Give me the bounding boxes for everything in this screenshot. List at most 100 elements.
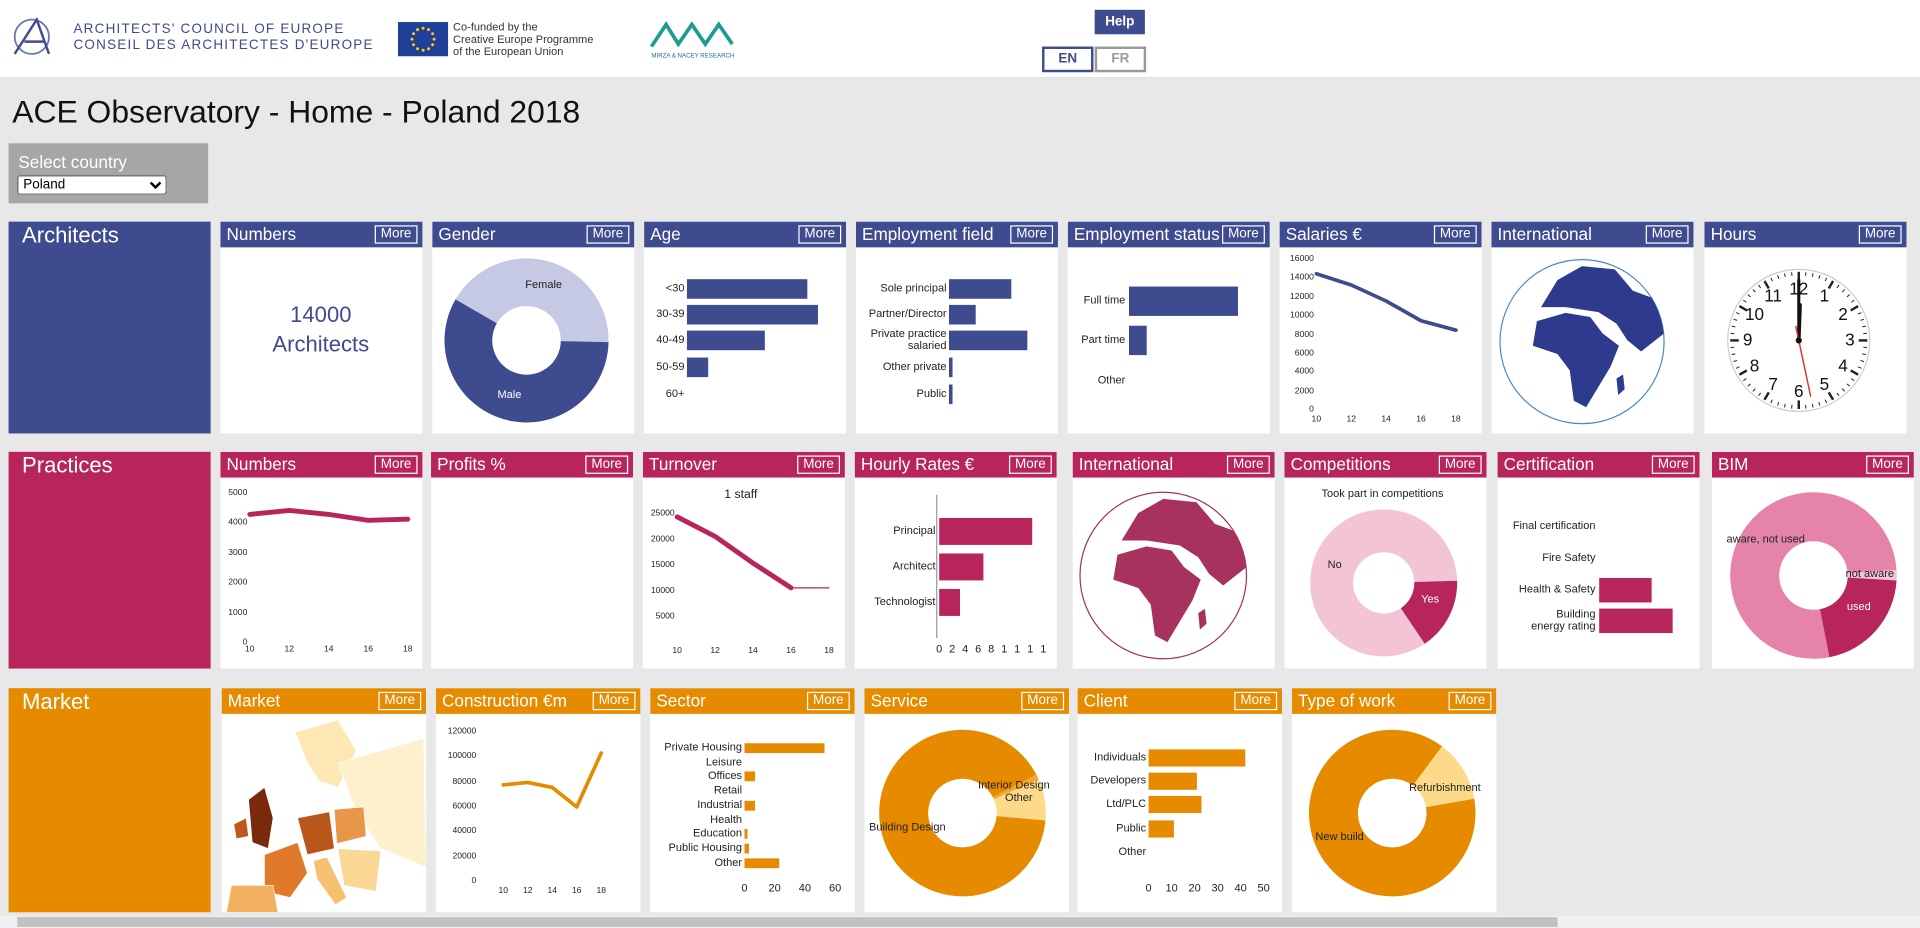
tile: Type of work More New build Refurbishment bbox=[1291, 688, 1497, 913]
more-button[interactable]: More bbox=[374, 225, 418, 244]
clock-tick bbox=[1862, 353, 1866, 356]
clock-tick bbox=[1731, 353, 1736, 356]
tile-body: 12 1 2 3 4 5 6 7 8 9 10 11 bbox=[1704, 247, 1906, 433]
language-button[interactable]: FR bbox=[1094, 46, 1147, 73]
chart-canvas bbox=[1128, 286, 1238, 356]
y-tick-label: 8000 bbox=[1294, 330, 1314, 339]
country-shape bbox=[313, 856, 347, 906]
bar bbox=[686, 330, 765, 351]
bar bbox=[744, 858, 780, 869]
more-button[interactable]: More bbox=[1433, 225, 1477, 244]
category-label: Other bbox=[1118, 844, 1147, 858]
tile-header: Employment status More bbox=[1067, 221, 1270, 248]
tile-title: Certification bbox=[1503, 454, 1595, 474]
chart-canvas bbox=[1314, 271, 1458, 333]
more-button[interactable]: More bbox=[1448, 691, 1492, 711]
data-line bbox=[247, 508, 411, 523]
tile-title: Age bbox=[650, 224, 681, 244]
bar bbox=[948, 279, 1012, 299]
more-button[interactable]: More bbox=[1221, 225, 1265, 244]
bar bbox=[948, 330, 1028, 351]
more-button[interactable]: More bbox=[1866, 455, 1909, 474]
tile: Client More Individuals Developers Ltd/PLC Pu… bbox=[1077, 688, 1283, 913]
segment-label: Yes bbox=[1421, 592, 1440, 605]
country-shape bbox=[233, 817, 249, 840]
x-tick-label: 0 bbox=[1145, 881, 1152, 894]
more-button[interactable]: More bbox=[806, 691, 850, 711]
category-label: Other bbox=[1097, 373, 1126, 386]
x-tick-label: 20 bbox=[768, 881, 781, 894]
more-button[interactable]: More bbox=[1226, 455, 1270, 474]
category-label: Other bbox=[714, 855, 743, 869]
help-button[interactable]: Help bbox=[1094, 9, 1145, 35]
more-button[interactable]: More bbox=[797, 455, 841, 474]
bar bbox=[744, 743, 825, 754]
tile-body: Individuals Developers Ltd/PLC Public Other 0… bbox=[1078, 714, 1282, 912]
y-tick-label: 4000 bbox=[1294, 367, 1314, 377]
bar bbox=[686, 304, 818, 325]
eu-star bbox=[427, 28, 431, 32]
tile: Hourly Rates € More Principal Architect Tech… bbox=[854, 451, 1057, 669]
x-tick-label: 60 bbox=[828, 881, 842, 894]
x-tick-label: 10 bbox=[1165, 881, 1178, 894]
chart-canvas bbox=[1148, 749, 1246, 838]
more-button[interactable]: More bbox=[586, 225, 630, 244]
bar bbox=[1148, 749, 1246, 767]
tile: BIM More aware, not used not aware used bbox=[1711, 451, 1914, 669]
segment-label: Building Design bbox=[869, 820, 946, 833]
tile-body: 0 1000 2000 3000 4000 5000 10 12 14 16 18 bbox=[220, 478, 422, 669]
bar bbox=[948, 384, 953, 405]
donut-segment bbox=[444, 299, 609, 423]
clock-tick bbox=[1824, 277, 1828, 282]
section-title: Architects bbox=[22, 222, 119, 248]
tile: Employment field More Sole principal Partne… bbox=[855, 221, 1058, 434]
more-button[interactable]: More bbox=[1651, 455, 1695, 474]
eu-star bbox=[410, 37, 414, 41]
clock-tick bbox=[1747, 294, 1751, 298]
eu-star bbox=[427, 47, 431, 51]
language-button[interactable]: EN bbox=[1042, 46, 1094, 73]
more-button[interactable]: More bbox=[1858, 225, 1902, 244]
tile-title: Hours bbox=[1710, 224, 1757, 244]
scrollbar-thumb[interactable] bbox=[17, 917, 1558, 927]
tile-header: Profits % More bbox=[431, 451, 634, 478]
category-label: <30 bbox=[665, 281, 685, 294]
clock-center bbox=[1795, 337, 1802, 344]
y-tick-label: 0 bbox=[471, 876, 477, 886]
y-tick-label: 12000 bbox=[1290, 292, 1314, 302]
more-button[interactable]: More bbox=[1438, 455, 1482, 474]
more-button[interactable]: More bbox=[1008, 455, 1052, 474]
clock-tick bbox=[1770, 399, 1773, 404]
x-tick-label: 10 bbox=[498, 886, 509, 896]
more-button[interactable]: More bbox=[798, 225, 842, 244]
bar bbox=[948, 357, 953, 378]
more-button[interactable]: More bbox=[374, 455, 418, 474]
tile-body: Female Male bbox=[432, 247, 634, 433]
clock-number: 3 bbox=[1845, 329, 1855, 350]
y-tick-label: 5000 bbox=[228, 488, 248, 498]
x-tick-label: 40 bbox=[1234, 881, 1247, 894]
tile-title: Employment status bbox=[1073, 224, 1220, 244]
country-select[interactable]: Poland bbox=[17, 175, 167, 195]
tile-body: 1 staff 5000 10000 15000 20000 25000 10 12 14 16 1… bbox=[643, 478, 845, 669]
more-button[interactable]: More bbox=[1010, 225, 1054, 244]
x-tick-label: 12 bbox=[522, 886, 533, 896]
category-label: Building energy rating bbox=[1531, 607, 1596, 632]
tile: Age More <30 30-39 40-49 50-59 60+ bbox=[644, 221, 847, 434]
more-button[interactable]: More bbox=[592, 691, 636, 711]
more-button[interactable]: More bbox=[1234, 691, 1278, 711]
more-button[interactable]: More bbox=[1021, 691, 1065, 711]
more-button[interactable]: More bbox=[585, 455, 629, 474]
y-tick-label: 14000 bbox=[1290, 273, 1314, 283]
more-button[interactable]: More bbox=[1645, 225, 1689, 244]
more-button[interactable]: More bbox=[378, 691, 422, 711]
scrollbar-track[interactable] bbox=[0, 915, 1920, 928]
clock-number: 6 bbox=[1794, 380, 1804, 401]
clock-number: 12 bbox=[1789, 278, 1809, 299]
tile-body: Building Design Interior Design Other bbox=[864, 714, 1068, 912]
y-tick-label: 25000 bbox=[650, 509, 675, 519]
segment-label: New build bbox=[1315, 830, 1364, 843]
y-tick-label: 40000 bbox=[452, 827, 477, 836]
category-label: Public Housing bbox=[668, 841, 743, 854]
tile-title: Numbers bbox=[226, 224, 297, 244]
